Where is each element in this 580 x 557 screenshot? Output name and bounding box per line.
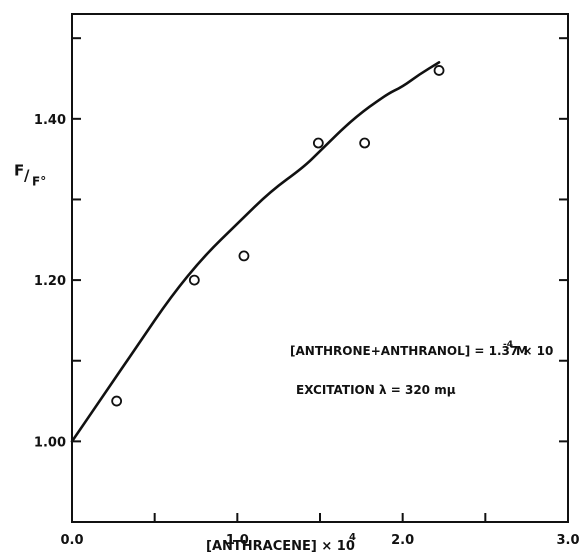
data-point	[359, 137, 371, 149]
x-tick-label: 2.0	[391, 533, 414, 548]
y-axis-label-denominator: F°	[32, 174, 46, 188]
y-axis-label-slash: /	[24, 166, 30, 184]
annotation-concentration-exponent: -4	[503, 340, 513, 350]
fit-curve	[70, 61, 441, 443]
y-tick-label: 1.40	[34, 113, 66, 128]
data-point	[188, 274, 200, 286]
y-axis-label: F	[14, 161, 24, 179]
data-point	[111, 395, 123, 407]
data-point	[238, 250, 250, 262]
y-tick-label: 1.20	[34, 274, 66, 289]
annotation-concentration-unit: M	[516, 344, 528, 358]
x-tick-label: 1.0	[226, 533, 249, 548]
x-axis-label-exponent: 4	[349, 532, 356, 543]
y-tick-label: 1.00	[34, 435, 66, 450]
plot-frame	[71, 13, 569, 523]
x-tick-label: 0.0	[60, 533, 83, 548]
annotation-concentration: [ANTHRONE+ANTHRANOL] = 1.37 × 10	[290, 344, 553, 358]
annotation-excitation: EXCITATION λ = 320 mμ	[296, 383, 456, 397]
x-axis-label: [ANTHRACENE] × 10	[206, 539, 355, 554]
data-point	[433, 65, 445, 76]
data-point	[312, 137, 324, 149]
x-tick-label: 3.0	[556, 533, 579, 548]
